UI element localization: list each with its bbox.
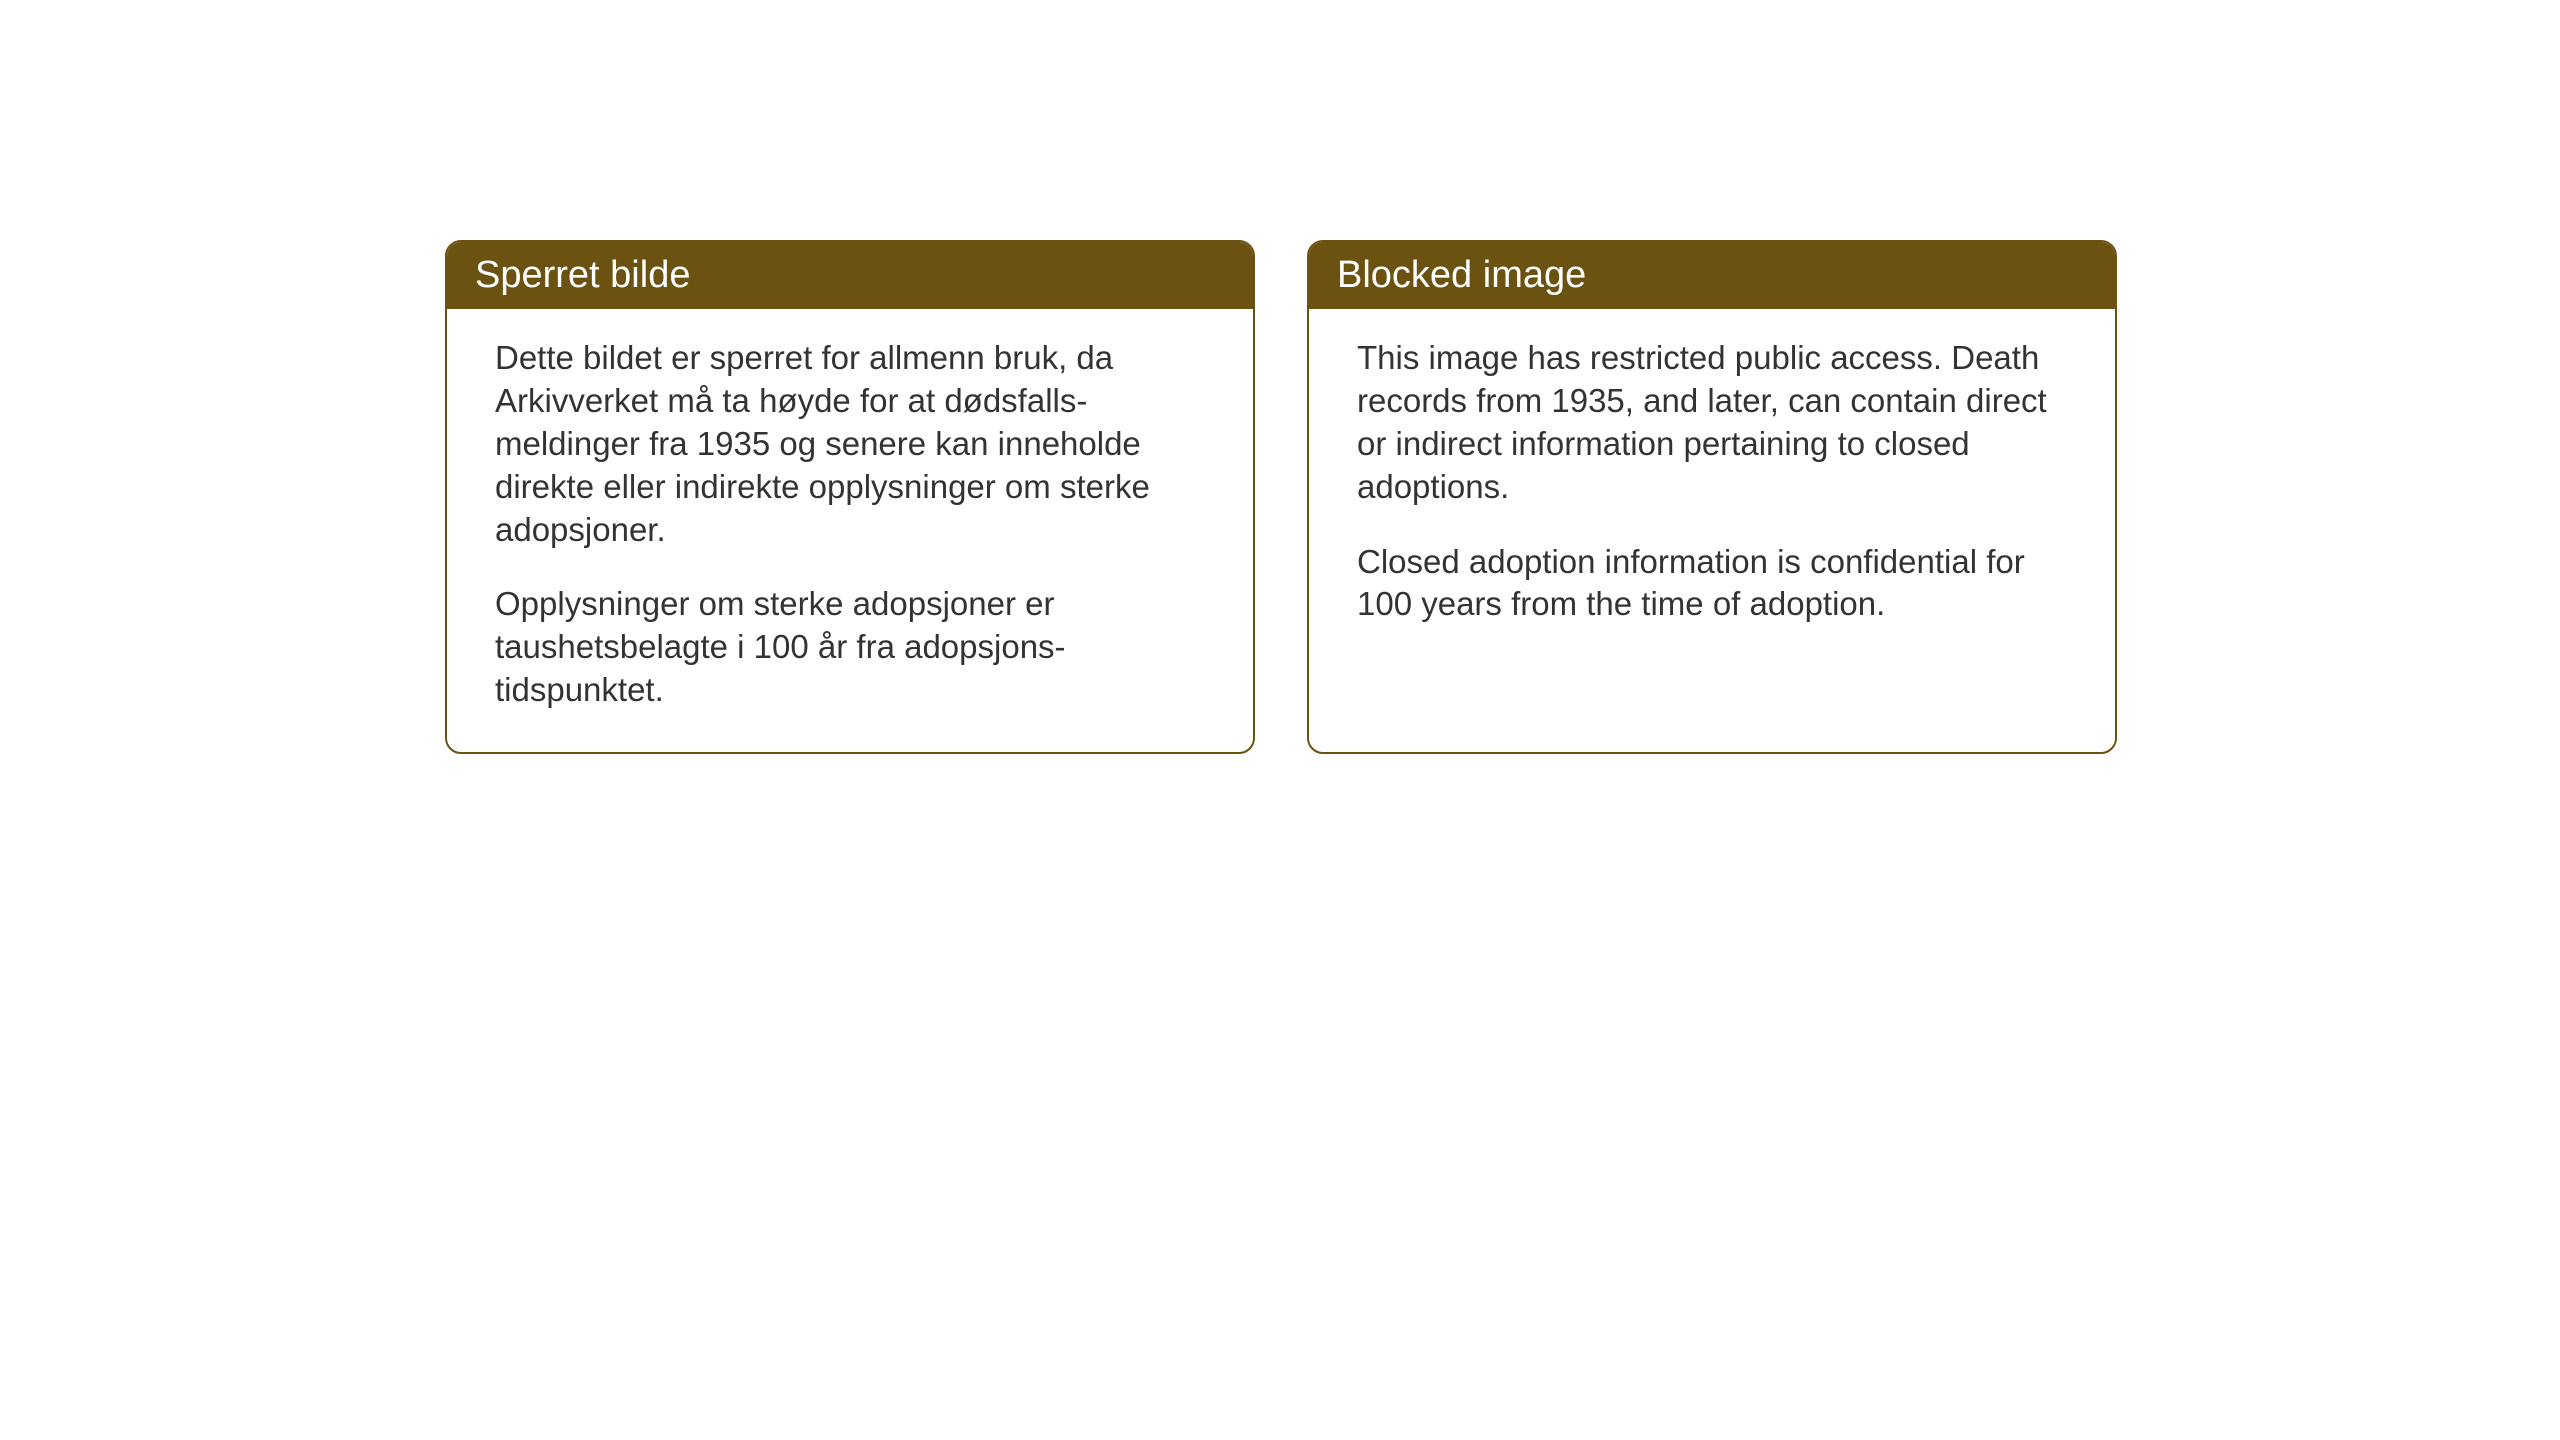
english-card-title: Blocked image <box>1309 242 2115 309</box>
norwegian-notice-card: Sperret bilde Dette bildet er sperret fo… <box>445 240 1255 754</box>
english-paragraph-1: This image has restricted public access.… <box>1357 337 2067 509</box>
norwegian-paragraph-1: Dette bildet er sperret for allmenn bruk… <box>495 337 1205 551</box>
norwegian-paragraph-2: Opplysninger om sterke adopsjoner er tau… <box>495 583 1205 712</box>
norwegian-card-title: Sperret bilde <box>447 242 1253 309</box>
norwegian-card-body: Dette bildet er sperret for allmenn bruk… <box>447 309 1253 752</box>
notice-container: Sperret bilde Dette bildet er sperret fo… <box>445 240 2117 754</box>
english-card-body: This image has restricted public access.… <box>1309 309 2115 722</box>
english-notice-card: Blocked image This image has restricted … <box>1307 240 2117 754</box>
english-paragraph-2: Closed adoption information is confident… <box>1357 541 2067 627</box>
